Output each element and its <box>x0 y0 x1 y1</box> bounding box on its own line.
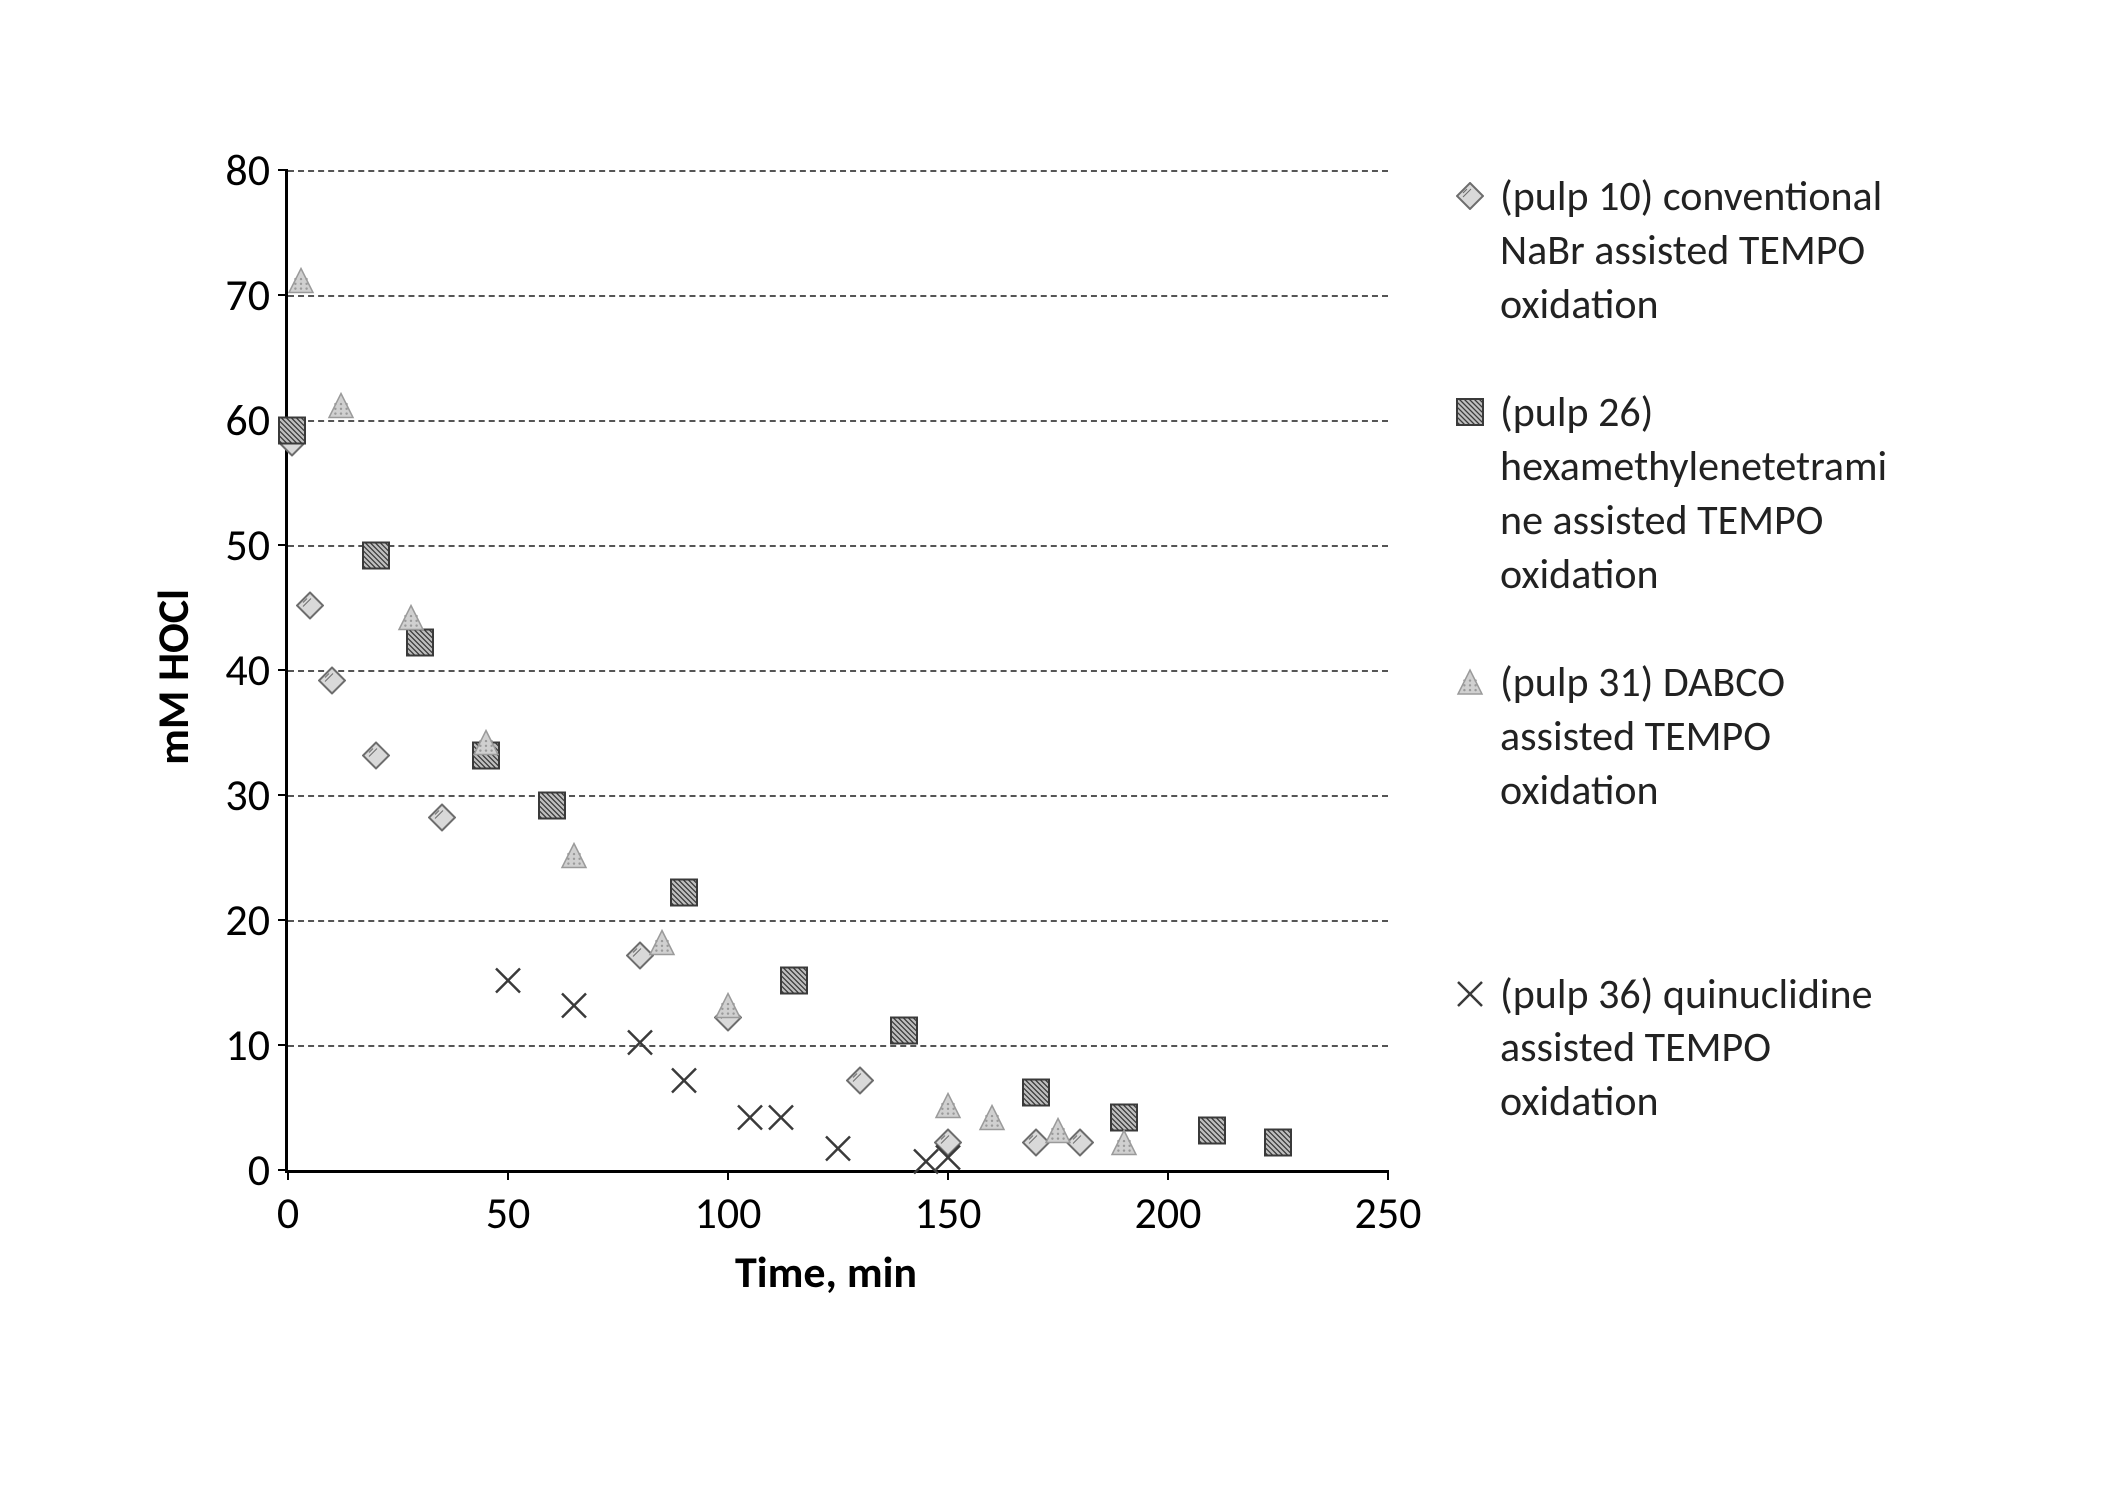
data-point <box>296 591 324 624</box>
data-point <box>736 1104 764 1137</box>
x-tick-label: 0 <box>277 1186 299 1240</box>
y-tick-label: 70 <box>225 268 288 322</box>
legend-label: (pulp 31) DABCO assisted TEMPO oxidation <box>1500 656 1900 817</box>
gridline <box>288 170 1388 172</box>
data-point <box>767 1104 795 1137</box>
data-point <box>670 1066 698 1099</box>
data-point <box>846 1066 874 1099</box>
data-point <box>494 966 522 999</box>
x-tick-label: 150 <box>915 1186 982 1240</box>
legend-item: (pulp 36) quinuclidine assisted TEMPO ox… <box>1450 968 1900 1129</box>
x-tick-label: 100 <box>695 1186 762 1240</box>
data-point <box>362 741 390 774</box>
data-point <box>1110 1129 1138 1162</box>
data-point <box>278 416 306 449</box>
data-point <box>978 1104 1006 1137</box>
y-tick-label: 20 <box>225 893 288 947</box>
triangle-dots-icon <box>1450 662 1490 702</box>
y-tick-label: 10 <box>225 1018 288 1072</box>
cross-icon <box>1450 974 1490 1014</box>
data-point <box>1264 1129 1292 1162</box>
diamond-outline-icon <box>1450 176 1490 216</box>
data-point <box>648 929 676 962</box>
data-point <box>1198 1116 1226 1149</box>
y-tick-label: 40 <box>225 643 288 697</box>
data-point <box>538 791 566 824</box>
x-tick-label: 50 <box>486 1186 531 1240</box>
data-point <box>890 1016 918 1049</box>
gridline <box>288 795 1388 797</box>
data-point <box>287 266 315 299</box>
gridline <box>288 295 1388 297</box>
gridline <box>288 920 1388 922</box>
x-tick-label: 250 <box>1355 1186 1422 1240</box>
data-point <box>714 991 742 1024</box>
legend-label: (pulp 10) conventional NaBr assisted TEM… <box>1500 170 1900 331</box>
y-axis-label: mM HOCl <box>146 589 200 765</box>
data-point <box>626 1029 654 1062</box>
data-point <box>934 1091 962 1124</box>
data-point <box>560 841 588 874</box>
data-point <box>780 966 808 999</box>
data-point <box>824 1135 852 1168</box>
gridline <box>288 420 1388 422</box>
legend-label: (pulp 36) quinuclidine assisted TEMPO ox… <box>1500 968 1900 1129</box>
data-point <box>1022 1079 1050 1112</box>
plot-area: 01020304050607080050100150200250 <box>285 170 1388 1173</box>
data-point <box>560 991 588 1024</box>
legend-item: (pulp 10) conventional NaBr assisted TEM… <box>1450 170 1900 331</box>
data-point <box>472 729 500 762</box>
gridline <box>288 670 1388 672</box>
data-point <box>670 879 698 912</box>
chart-canvas: 01020304050607080050100150200250 mM HOCl… <box>0 0 2116 1492</box>
data-point <box>428 804 456 837</box>
square-hatch-icon <box>1450 392 1490 432</box>
legend: (pulp 10) conventional NaBr assisted TEM… <box>1450 170 1900 1165</box>
data-point <box>397 604 425 637</box>
gridline <box>288 545 1388 547</box>
x-axis-label: Time, min <box>735 1245 917 1299</box>
x-tick-label: 200 <box>1135 1186 1202 1240</box>
y-tick-label: 30 <box>225 768 288 822</box>
data-point <box>318 666 346 699</box>
legend-label: (pulp 26) hexamethylenetetramine assiste… <box>1500 386 1900 601</box>
y-tick-label: 80 <box>225 143 288 197</box>
y-tick-label: 50 <box>225 518 288 572</box>
data-point <box>327 391 355 424</box>
gridline <box>288 1045 1388 1047</box>
legend-item: (pulp 31) DABCO assisted TEMPO oxidation <box>1450 656 1900 817</box>
data-point <box>362 541 390 574</box>
data-point <box>934 1144 962 1177</box>
data-point <box>1044 1116 1072 1149</box>
legend-item: (pulp 26) hexamethylenetetramine assiste… <box>1450 386 1900 601</box>
